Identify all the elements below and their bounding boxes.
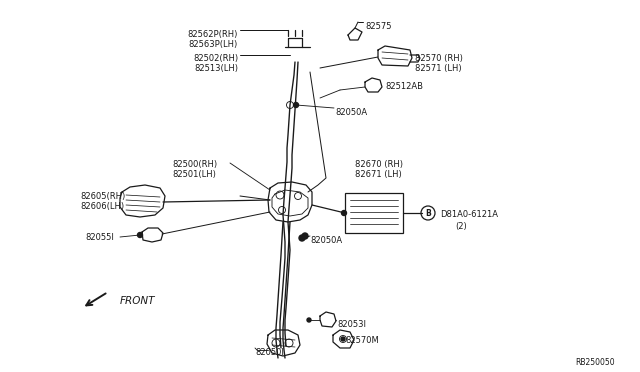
Circle shape xyxy=(302,233,308,239)
Text: 82053I: 82053I xyxy=(337,320,366,329)
Text: 82563P(LH): 82563P(LH) xyxy=(189,40,238,49)
Text: 82500(RH): 82500(RH) xyxy=(172,160,217,169)
Text: RB250050: RB250050 xyxy=(575,358,614,367)
Text: 82606(LH): 82606(LH) xyxy=(80,202,124,211)
Text: FRONT: FRONT xyxy=(120,296,156,306)
Text: 82571 (LH): 82571 (LH) xyxy=(415,64,461,73)
Text: 82502(RH): 82502(RH) xyxy=(193,54,238,63)
Circle shape xyxy=(138,232,143,237)
Text: 82050A: 82050A xyxy=(310,236,342,245)
Text: 82050A: 82050A xyxy=(335,108,367,117)
Text: B: B xyxy=(425,208,431,218)
Text: 82671 (LH): 82671 (LH) xyxy=(355,170,402,179)
Text: 82050I: 82050I xyxy=(255,348,284,357)
Circle shape xyxy=(294,103,298,108)
Text: D81A0-6121A: D81A0-6121A xyxy=(440,210,498,219)
Circle shape xyxy=(299,235,305,241)
Text: 82055I: 82055I xyxy=(85,233,114,242)
Circle shape xyxy=(341,337,345,341)
Circle shape xyxy=(307,318,311,322)
Text: 82512AB: 82512AB xyxy=(385,82,423,91)
Circle shape xyxy=(342,211,346,215)
Text: 82570 (RH): 82570 (RH) xyxy=(415,54,463,63)
Text: 82670 (RH): 82670 (RH) xyxy=(355,160,403,169)
Text: (2): (2) xyxy=(455,222,467,231)
Text: 82570M: 82570M xyxy=(345,336,379,345)
FancyBboxPatch shape xyxy=(345,193,403,233)
Text: 82513(LH): 82513(LH) xyxy=(194,64,238,73)
Text: 82575: 82575 xyxy=(365,22,392,31)
Text: 82605(RH): 82605(RH) xyxy=(80,192,125,201)
Text: 82562P(RH): 82562P(RH) xyxy=(188,30,238,39)
Text: 82501(LH): 82501(LH) xyxy=(172,170,216,179)
